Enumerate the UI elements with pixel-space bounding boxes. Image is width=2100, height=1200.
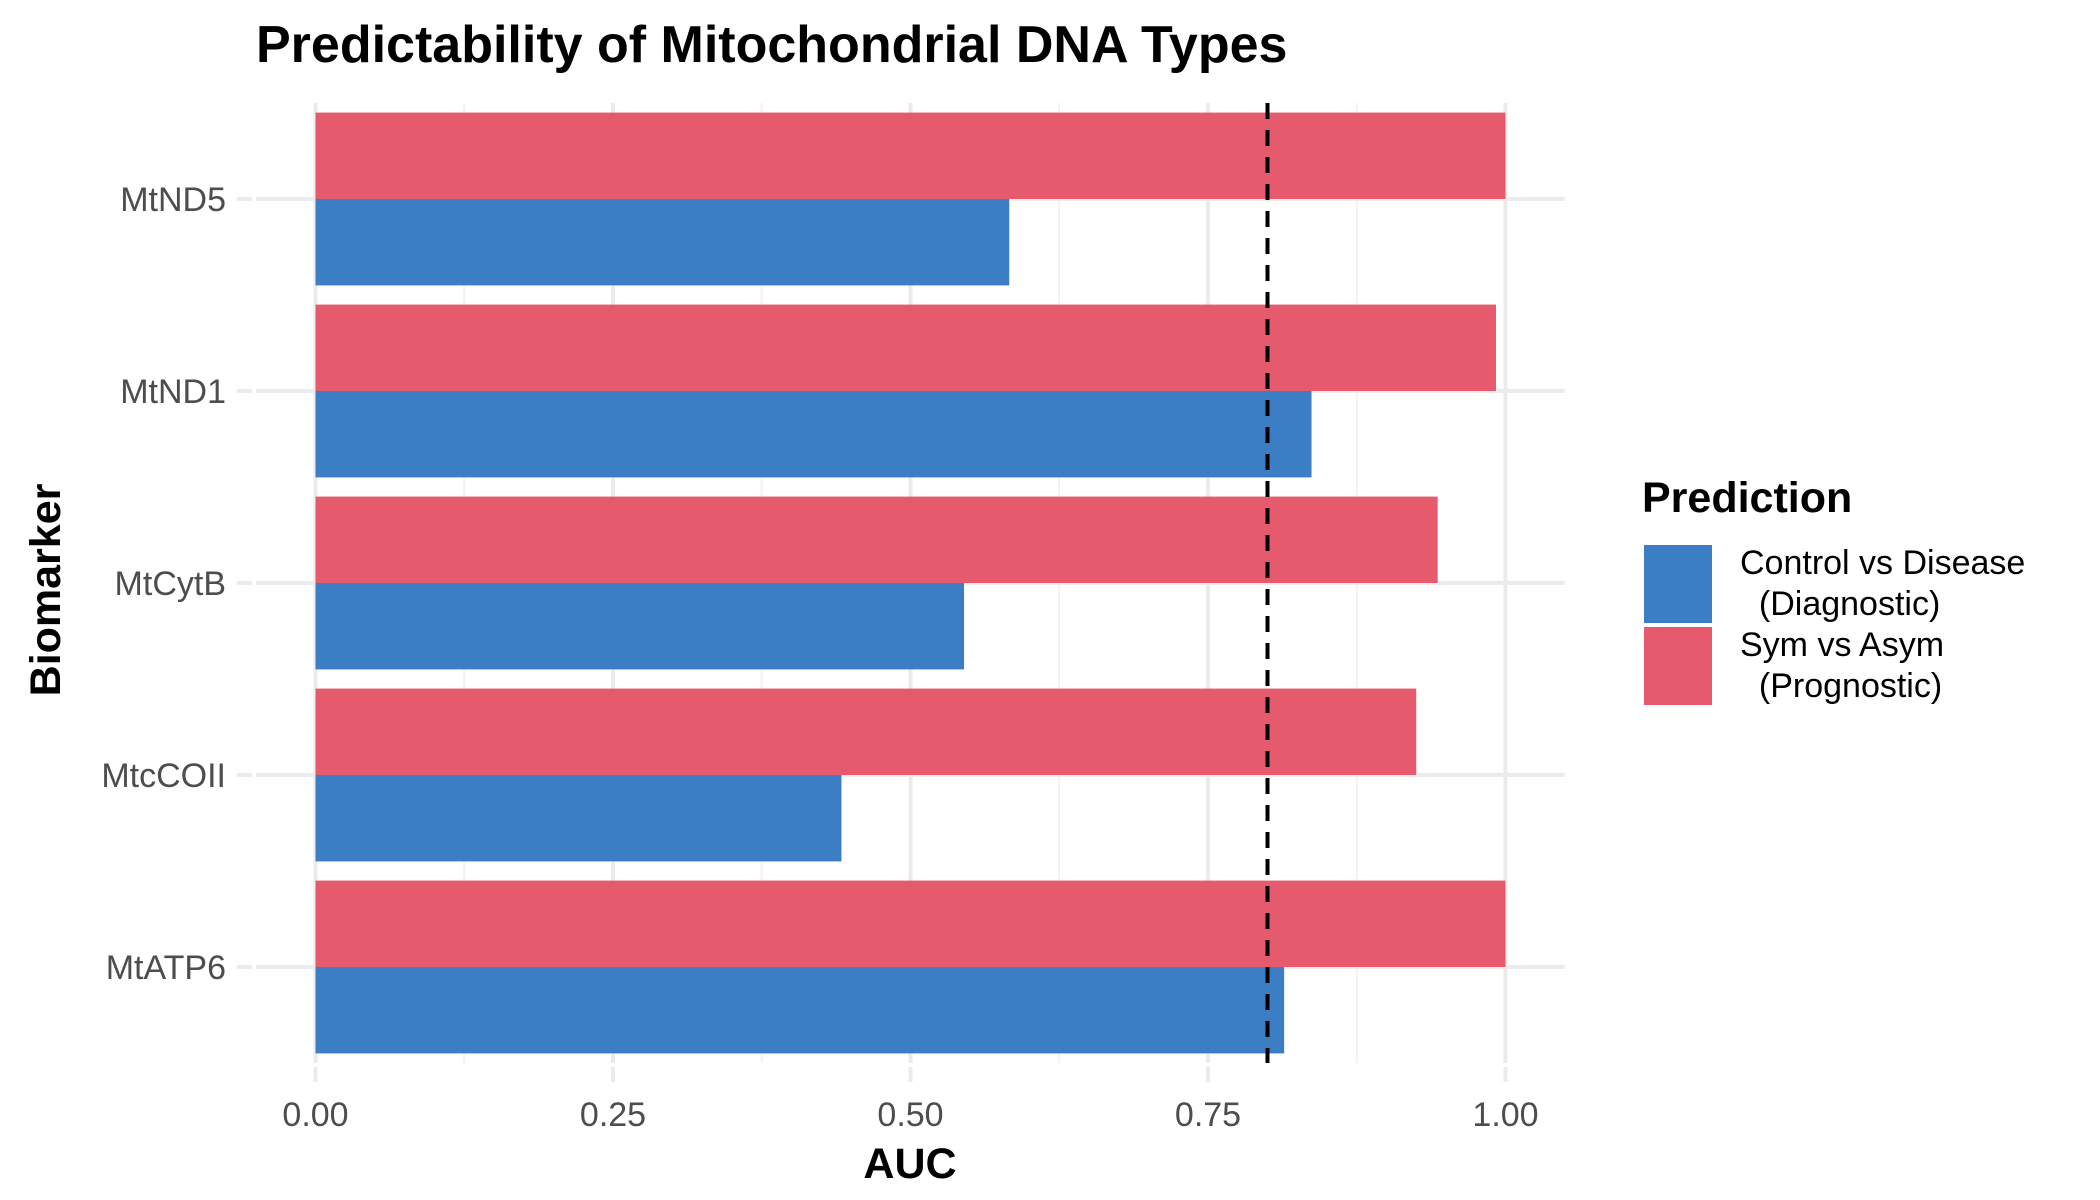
y-axis-title: Biomarker <box>22 483 70 696</box>
bar-mtcytb-series-1 <box>315 583 965 670</box>
x-axis: 0.00 0.25 0.50 0.75 1.00 <box>282 1067 1539 1134</box>
chart-title: Predictability of Mitochondrial DNA Type… <box>256 16 1287 74</box>
bar-mtatp6-series-1 <box>315 967 1285 1054</box>
x-tick-label: 0.75 <box>1175 1096 1241 1134</box>
bars <box>315 112 1506 1054</box>
bar-mtnd1-series-2 <box>315 304 1496 391</box>
legend-label-series-2: Sym vs Asym (Prognostic) <box>1740 626 1944 705</box>
y-tick-label: MtcCOII <box>101 757 226 795</box>
y-tick-label: MtND1 <box>120 373 226 411</box>
bar-mtatp6-series-2 <box>315 880 1506 967</box>
y-tick-label: MtCytB <box>115 565 226 603</box>
legend: Prediction Control vs Disease (Diagnostic… <box>1642 474 2025 705</box>
legend-key-series-2 <box>1644 627 1712 705</box>
legend-key-series-1 <box>1644 545 1712 623</box>
y-tick-label: MtATP6 <box>106 949 226 987</box>
bar-mtnd5-series-2 <box>315 112 1506 199</box>
y-tick-label: MtND5 <box>120 181 226 219</box>
x-tick-label: 1.00 <box>1472 1096 1538 1134</box>
bar-mtnd5-series-1 <box>315 199 1010 286</box>
x-tick-label: 0.50 <box>877 1096 943 1134</box>
legend-label-series-1: Control vs Disease (Diagnostic) <box>1740 544 2025 623</box>
bar-mtcytb-series-2 <box>315 496 1438 583</box>
legend-title: Prediction <box>1642 474 1852 522</box>
bar-mtnd1-series-1 <box>315 391 1312 478</box>
x-axis-title: AUC <box>863 1140 956 1188</box>
x-tick-label: 0.25 <box>580 1096 646 1134</box>
y-axis: MtND5 MtND1 MtCytB MtcCOII MtATP6 <box>101 181 252 987</box>
x-tick-label: 0.00 <box>282 1096 348 1134</box>
bar-mtccoii-series-2 <box>315 688 1417 775</box>
bar-mtccoii-series-1 <box>315 775 842 862</box>
